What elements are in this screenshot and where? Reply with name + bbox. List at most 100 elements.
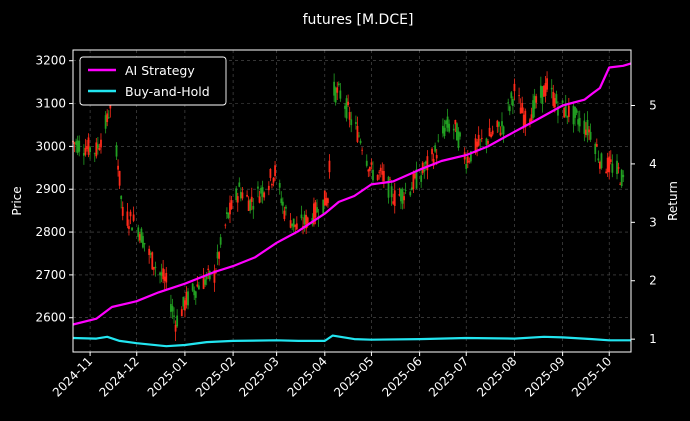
candle-body	[448, 123, 451, 132]
candle-body	[120, 195, 123, 200]
candle-body	[82, 153, 85, 156]
candle-body	[409, 191, 412, 196]
candle-body	[170, 304, 172, 312]
chart-title: futures [M.DCE]	[303, 12, 414, 28]
candle-body	[378, 171, 381, 173]
candle-body	[314, 202, 317, 218]
y2-tick-label: 5	[649, 98, 657, 112]
candle-body	[327, 198, 329, 204]
candle-body	[497, 121, 500, 127]
candle-body	[138, 234, 141, 241]
candle-body	[398, 194, 401, 196]
candle-body	[281, 201, 284, 206]
candle-body	[185, 291, 188, 305]
candle-body	[143, 242, 146, 245]
candle-body	[609, 159, 612, 162]
y-axis-label: Price	[10, 186, 24, 215]
y2-tick-label: 4	[649, 157, 657, 171]
candle-body	[252, 205, 255, 210]
candle-body	[365, 160, 368, 166]
candle-body	[507, 102, 510, 104]
candle-body	[246, 194, 248, 197]
candle-body	[443, 127, 446, 137]
candle-body	[513, 83, 516, 92]
candle-body	[306, 217, 309, 224]
candle-body	[401, 189, 404, 204]
candle-body	[117, 165, 119, 170]
y2-tick-label: 2	[649, 274, 657, 288]
candle-body	[194, 291, 197, 298]
candle-body	[250, 196, 253, 202]
candle-body	[271, 183, 273, 186]
candle-body	[474, 138, 477, 154]
candle-body	[267, 185, 270, 191]
candle-body	[535, 96, 538, 103]
candle-body	[619, 183, 622, 185]
candle-body	[518, 95, 520, 97]
candle-body	[550, 87, 553, 90]
candle-body	[152, 267, 155, 270]
candle-body	[382, 171, 385, 182]
candle-body	[316, 207, 318, 213]
candle-body	[354, 122, 357, 124]
candle-body	[160, 272, 163, 276]
candle-body	[131, 227, 133, 231]
candle-body	[241, 192, 244, 199]
candle-body	[216, 251, 219, 259]
candle-body	[487, 141, 489, 144]
candle-body	[410, 187, 413, 191]
candle-body	[236, 196, 239, 203]
candle-body	[336, 87, 339, 93]
candle-body	[193, 290, 196, 296]
buy-and-hold-line	[72, 334, 631, 348]
candle-body	[107, 117, 110, 118]
candle-body	[445, 120, 447, 125]
candle-body	[442, 125, 444, 134]
y-axis-right: 1 2 3 4 5	[631, 98, 657, 346]
candle-body	[446, 116, 449, 128]
candle-body	[182, 296, 185, 307]
candle-body	[585, 129, 587, 135]
candle-body	[359, 140, 362, 144]
candle-body	[295, 223, 298, 230]
candle-body	[121, 206, 124, 216]
candle-body	[459, 132, 461, 137]
candle-body	[263, 192, 266, 198]
candle-body	[197, 285, 200, 290]
candle-body	[202, 275, 205, 289]
candle-body	[491, 130, 494, 135]
candle-body	[132, 214, 135, 221]
candle-body	[420, 175, 423, 182]
candle-body	[278, 182, 281, 188]
candle-body	[95, 142, 98, 157]
candle-body	[149, 253, 152, 255]
candle-body	[104, 115, 107, 129]
price-candles	[72, 71, 625, 341]
candle-body	[323, 190, 326, 206]
candle-body	[415, 169, 418, 189]
candle-body	[465, 163, 468, 169]
candle-body	[480, 137, 483, 139]
candle-body	[238, 182, 241, 187]
y-tick-label: 3100	[35, 97, 66, 111]
legend: AI Strategy Buy-and-Hold	[79, 56, 227, 106]
candle-body	[204, 279, 207, 285]
candle-body	[289, 220, 292, 228]
candle-body	[100, 139, 102, 148]
candle-body	[577, 119, 580, 125]
candle-body	[118, 170, 121, 186]
candle-body	[163, 276, 166, 281]
candle-body	[247, 200, 250, 211]
candle-body	[151, 252, 154, 270]
candle-body	[337, 83, 340, 86]
candle-body	[370, 162, 373, 165]
candle-body	[184, 300, 186, 311]
candle-body	[563, 107, 566, 118]
candle-body	[348, 112, 351, 120]
candle-body	[73, 142, 76, 144]
candle-body	[533, 95, 536, 109]
candle-body	[390, 186, 393, 198]
candle-body	[86, 146, 88, 149]
candle-body	[490, 134, 493, 138]
candle-body	[470, 151, 472, 162]
